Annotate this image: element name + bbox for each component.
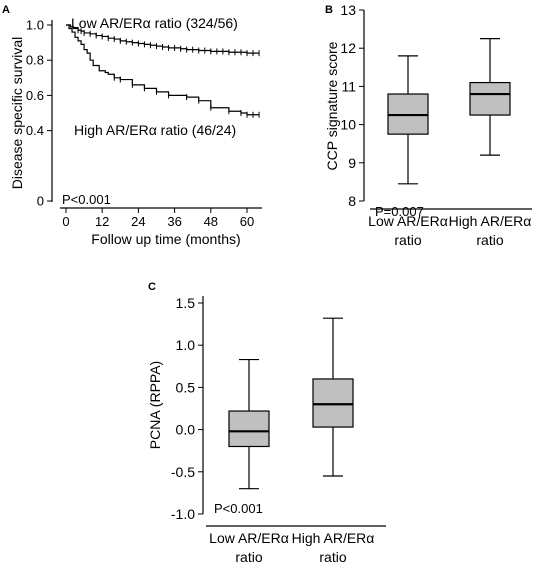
panel-a: A 0 0.4 0.6 0.8 1.0 0 12 24 36 48 60 Disease spec…: [2, 4, 262, 247]
x-tick-label: 0: [62, 214, 69, 229]
panel-c-y-ticks: -1.0 -0.5 0.0 0.5 1.0 1.5: [171, 295, 203, 522]
km-curve-high: [66, 24, 260, 116]
panel-a-letter: A: [2, 4, 10, 16]
y-tick-label: 13: [340, 2, 356, 18]
panel-a-high-series-label: High AR/ERα ratio (46/24): [74, 122, 236, 138]
box-low: [387, 55, 429, 185]
panel-a-pvalue: P<0.001: [62, 192, 111, 207]
y-tick-label: -0.5: [171, 464, 195, 480]
box-iqr: [312, 378, 354, 428]
panel-a-y-ticks: 0 0.4 0.6 0.8 1.0: [26, 18, 52, 209]
y-tick-label: 0.0: [176, 422, 196, 438]
y-tick-label: 1.5: [176, 295, 196, 311]
x-tick-label: 48: [204, 214, 218, 229]
x-category-label: ratio: [319, 549, 346, 565]
y-tick-label: 1.0: [176, 337, 196, 353]
y-tick-label: 0.4: [26, 123, 44, 138]
box-iqr: [228, 410, 270, 448]
panel-c-ylabel: PCNA (RPPA): [147, 361, 163, 449]
panel-b-boxes: [387, 38, 511, 185]
x-category-label: ratio: [394, 232, 421, 248]
panel-b-ylabel: CCP signature score: [324, 41, 340, 170]
y-tick-label: -1.0: [171, 506, 195, 522]
x-category-label: ratio: [476, 232, 503, 248]
panel-b-x-labels: Low AR/ERα ratio High AR/ERα ratio: [368, 213, 531, 248]
y-tick-label: 11: [341, 78, 356, 94]
panel-c-pvalue: P<0.001: [214, 501, 263, 516]
x-tick-label: 60: [240, 214, 254, 229]
box-iqr: [469, 81, 511, 116]
x-tick-label: 36: [167, 214, 181, 229]
x-category-label: Low AR/ERα: [209, 530, 289, 546]
y-tick-label: 10: [340, 117, 356, 133]
panel-c-x-labels: Low AR/ERα ratio High AR/ERα ratio: [209, 530, 374, 565]
x-category-label: High AR/ERα: [292, 530, 375, 546]
box-high: [469, 38, 511, 156]
box-high: [312, 317, 354, 477]
panel-b-pvalue: P=0.007: [375, 204, 424, 219]
panel-a-curves: [66, 24, 260, 118]
x-category-label: High AR/ERα: [449, 213, 532, 229]
y-tick-label: 0.6: [26, 88, 44, 103]
panel-a-xlabel: Follow up time (months): [91, 231, 240, 247]
y-tick-label: 0.5: [176, 379, 196, 395]
box-low: [228, 358, 270, 490]
panel-a-ylabel: Disease specific survival: [9, 37, 25, 190]
x-category-label: Low AR/ERα: [368, 213, 448, 229]
x-tick-label: 24: [131, 214, 145, 229]
y-tick-label: 1.0: [26, 18, 44, 33]
panel-b-y-ticks: 8 9 10 11 12 13: [340, 2, 364, 209]
y-tick-label: 12: [340, 40, 356, 56]
y-tick-label: 0: [37, 194, 44, 209]
panel-b-letter: B: [325, 4, 333, 16]
panel-c-boxes: [228, 317, 354, 490]
panel-c-letter: C: [148, 281, 156, 293]
y-tick-label: 9: [348, 155, 356, 171]
panel-b: B 8 9 10 11 12 13 Low AR/ERα ratio High AR/ERα r…: [324, 2, 532, 248]
x-tick-label: 12: [95, 214, 109, 229]
y-tick-label: 8: [348, 193, 356, 209]
panel-c: C -1.0 -0.5 0.0 0.5 1.0 1.5 Low AR/ERα ratio Hi…: [147, 281, 386, 565]
y-tick-label: 0.8: [26, 53, 44, 68]
x-category-label: ratio: [235, 549, 262, 565]
panel-a-low-series-label: Low AR/ERα ratio (324/56): [71, 15, 238, 31]
panel-a-x-ticks: 0 12 24 36 48 60: [62, 208, 254, 229]
